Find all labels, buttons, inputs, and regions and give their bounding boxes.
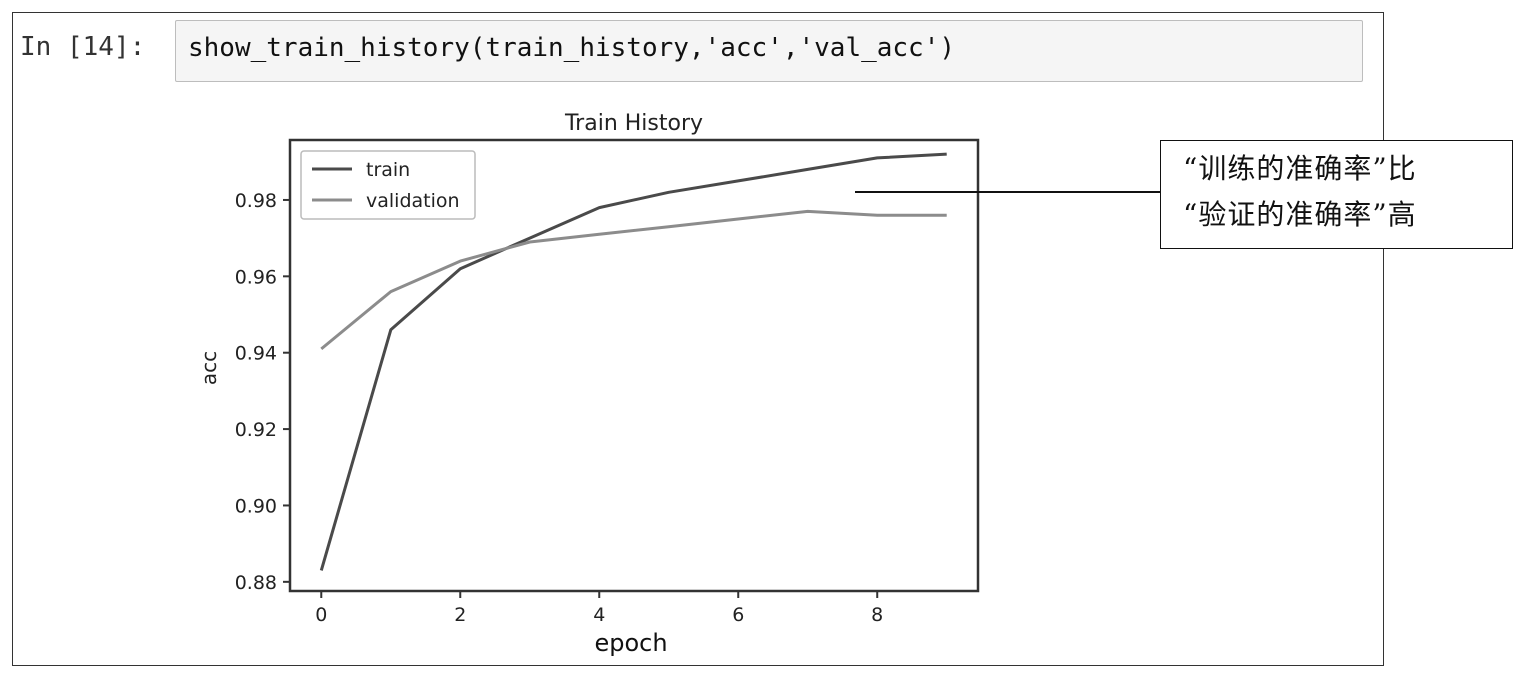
x-tick-label: 0 — [315, 604, 327, 626]
callout-leader-line — [855, 191, 1161, 193]
notebook-output-frame — [12, 12, 1384, 666]
y-tick-label: 0.96 — [235, 266, 277, 288]
annotation-line-2: “验证的准确率”高 — [1183, 198, 1417, 231]
x-tick-label: 6 — [732, 604, 744, 626]
annotation-callout: “训练的准确率”比 “验证的准确率”高 — [1160, 140, 1513, 249]
cell-prompt: In [14]: — [20, 32, 146, 62]
y-tick-label: 0.88 — [235, 572, 277, 594]
y-axis-label: acc — [197, 351, 221, 385]
plot-area-frame — [288, 138, 980, 593]
y-tick-label: 0.98 — [235, 190, 277, 212]
code-text: show_train_history(train_history,'acc','… — [188, 33, 956, 63]
series-line-validation — [320, 209, 947, 351]
x-tick-label: 2 — [454, 604, 466, 626]
code-cell-input[interactable]: show_train_history(train_history,'acc','… — [175, 20, 1363, 82]
x-axis-label: epoch — [594, 629, 667, 657]
series-line-train — [319, 152, 947, 571]
chart-title: Train History — [564, 111, 703, 136]
y-tick-label: 0.90 — [235, 495, 277, 517]
y-tick-label: 0.94 — [235, 343, 277, 365]
annotation-line-1: “训练的准确率”比 — [1183, 152, 1417, 185]
legend-label-train: train — [366, 159, 410, 181]
legend-label-validation: validation — [366, 190, 460, 212]
y-tick-label: 0.92 — [235, 419, 277, 441]
x-tick-label: 4 — [593, 604, 605, 626]
x-tick-label: 8 — [871, 604, 883, 626]
